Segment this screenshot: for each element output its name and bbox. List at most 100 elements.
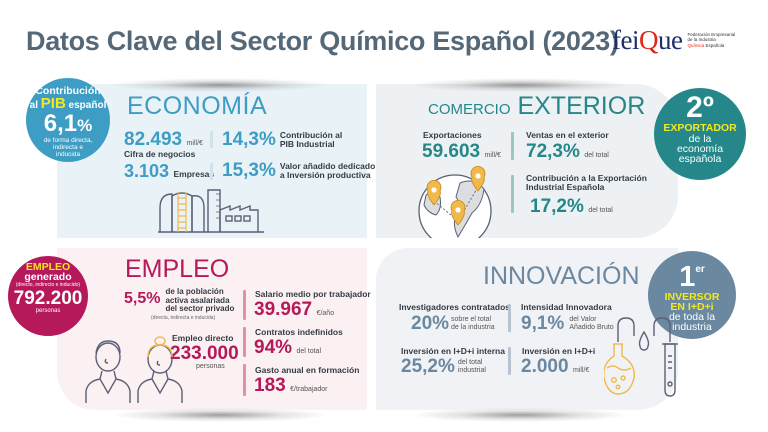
- pib-industrial-stat: 14,3% Contribución al PIB Industrial: [222, 129, 342, 151]
- poblacion-l3: del sector privado: [165, 304, 235, 313]
- empleo-heading: EMPLEO: [125, 255, 230, 283]
- intensidad-unit-l2: Añadido Bruto: [569, 324, 614, 331]
- pib-espanol: español: [65, 100, 107, 111]
- pib-badge-line1: Contribución: [35, 85, 101, 97]
- ventas-exterior-unit: del total: [584, 152, 609, 159]
- inversion-idi-label: Inversión en I+D+i: [522, 346, 596, 356]
- inversion-idi-stat: 2.000 mill/€: [521, 356, 589, 378]
- inversor-line4: industria: [672, 321, 712, 333]
- intensidad-unit: del Valor Añadido Bruto: [569, 316, 613, 332]
- poblacion-label: de la población activa asalariada del sect…: [165, 287, 235, 314]
- contratos-unit: del total: [296, 348, 322, 355]
- logo-word-pre: fei: [612, 24, 639, 55]
- comercio-heading: COMERCIO EXTERIOR: [428, 92, 645, 121]
- page-title: Datos Clave del Sector Químico Español (…: [26, 26, 619, 56]
- logo-wordmark: feiQue: [612, 24, 683, 56]
- contrib-exp-value: 17,2%: [530, 196, 584, 217]
- valor-anadido-l1: Valor añadido dedicado: [279, 161, 376, 171]
- pib-sub3: inducida: [55, 151, 81, 158]
- economia-heading: ECONOMÍA: [127, 92, 268, 120]
- inn-divider-2: [508, 347, 511, 375]
- globe-pins-icon: [418, 165, 492, 238]
- logo-sub-line1: Federación Empresarial: [687, 31, 736, 37]
- top-shadow-right: [410, 78, 630, 92]
- pib-al: al: [29, 100, 41, 111]
- exportador-line1: de la: [688, 133, 712, 145]
- intensidad-stat: 9,1% del Valor Añadido Bruto: [521, 313, 614, 335]
- investigadores-stat: 20% sobre el total de la industria: [411, 313, 495, 335]
- investigadores-unit: sobre el total de la industria: [451, 316, 495, 332]
- com-divider-2: [511, 175, 514, 213]
- inversor-line3: de toda la: [668, 311, 716, 323]
- salario-value: 39.967: [254, 299, 313, 320]
- pib-value: 6,1: [43, 110, 78, 137]
- exportaciones-stat: 59.603 mill/€: [422, 141, 501, 163]
- empresas-stat: 3.103 Empresas: [124, 161, 214, 182]
- eco-divider-1: [210, 131, 213, 148]
- logo-sub-line3a: Química: [687, 42, 705, 48]
- empleo-badge-line1: EMPLEO: [25, 261, 71, 273]
- empleo-badge: EMPLEO generado (directo, indirecto e in…: [8, 256, 88, 336]
- comercio-heading-small: COMERCIO: [428, 101, 511, 118]
- empleo-directo-value: 233.000: [170, 343, 239, 364]
- contratos-value: 94%: [254, 337, 293, 358]
- formacion-unit: €/trabajador: [290, 386, 328, 393]
- pib-industrial-l2: PIB Industrial: [279, 139, 335, 149]
- pib-badge-value: 6,1%: [26, 110, 110, 137]
- factory-icon: [158, 189, 264, 233]
- logo-word-post: ue: [657, 24, 683, 55]
- logo-word-q: Q: [638, 24, 659, 55]
- investigadores-unit-l1: sobre el total: [451, 316, 492, 323]
- exportador-line2: economía: [676, 143, 724, 155]
- empresas-value: 3.103: [124, 161, 170, 181]
- valor-anadido-l2: a Inversión productiva: [279, 170, 371, 180]
- pib-highlight: PIB: [40, 95, 66, 112]
- inversion-interna-stat: 25,2% del total industrial: [401, 356, 486, 378]
- inversion-interna-unit-l1: del total: [457, 359, 483, 366]
- empleo-directo-unit: personas: [196, 363, 225, 370]
- logo-subtitle: Federación Empresarial de la Industria Q…: [687, 32, 735, 49]
- pib-badge: Contribución al PIB español 6,1% de form…: [26, 78, 110, 162]
- valor-anadido-label: Valor añadido dedicado a Inversión produc…: [280, 162, 375, 180]
- cifra-negocios-label: Cifra de negocios: [124, 149, 196, 159]
- intensidad-value: 9,1%: [521, 313, 565, 334]
- exportador-title: EXPORTADOR: [663, 122, 737, 134]
- exportaciones-unit: mill/€: [484, 152, 501, 159]
- empleo-badge-line2: generado: [24, 271, 72, 283]
- poblacion-value: 5,5%: [124, 290, 161, 307]
- formacion-label: Gasto anual en formación: [255, 365, 360, 375]
- logo-sub-line3b: Española: [704, 42, 725, 48]
- logo-sub-line2: de la Industria: [687, 37, 716, 43]
- innovacion-panel: [376, 248, 678, 410]
- eco-divider-2: [210, 163, 213, 180]
- emp-divider-1: [243, 290, 246, 320]
- inversion-interna-unit: del total industrial: [458, 359, 486, 375]
- investigadores-label: Investigadores contratados: [399, 302, 511, 312]
- pib-sub2: indirecta e: [53, 144, 83, 151]
- empleo-panel: [57, 248, 367, 410]
- inversor-line2: EN I+D+i: [670, 301, 714, 313]
- contrib-exp-unit: del total: [588, 207, 613, 214]
- comercio-heading-big: EXTERIOR: [517, 92, 646, 120]
- cifra-negocios-value: 82.493: [124, 129, 183, 150]
- inversor-line1: INVERSOR: [664, 291, 720, 303]
- emp-divider-2: [243, 327, 246, 357]
- cifra-negocios-stat: 82.493 mill/€: [124, 129, 203, 151]
- inversion-interna-unit-l2: industrial: [457, 367, 486, 374]
- exportador-rank: 2º: [686, 91, 714, 124]
- inversor-rank: 1er: [648, 255, 736, 292]
- lab-flask-icon: [604, 317, 678, 397]
- contrib-exp-l2: Industrial Española: [526, 182, 605, 192]
- poblacion-note: (directa, indirecta e inducida): [151, 315, 216, 321]
- feique-logo: feiQue Federación Empresarial de la Indu…: [612, 20, 735, 60]
- investigadores-unit-l2: de la industria: [451, 324, 495, 331]
- inversor-rank-num: 1: [679, 261, 696, 293]
- empleo-badge-unit: personas: [35, 308, 61, 314]
- inversion-idi-unit: mill/€: [573, 367, 590, 374]
- poblacion-l2: activa asalariada: [165, 295, 230, 305]
- valor-anadido-stat: 15,3% Valor añadido dedicado a Inversión …: [222, 160, 375, 182]
- top-shadow-left: [110, 78, 330, 92]
- contribucion-exportacion-stat: 17,2% del total: [530, 196, 613, 218]
- emp-divider-3: [243, 364, 246, 396]
- empleo-directo-label: Empleo directo: [172, 333, 234, 343]
